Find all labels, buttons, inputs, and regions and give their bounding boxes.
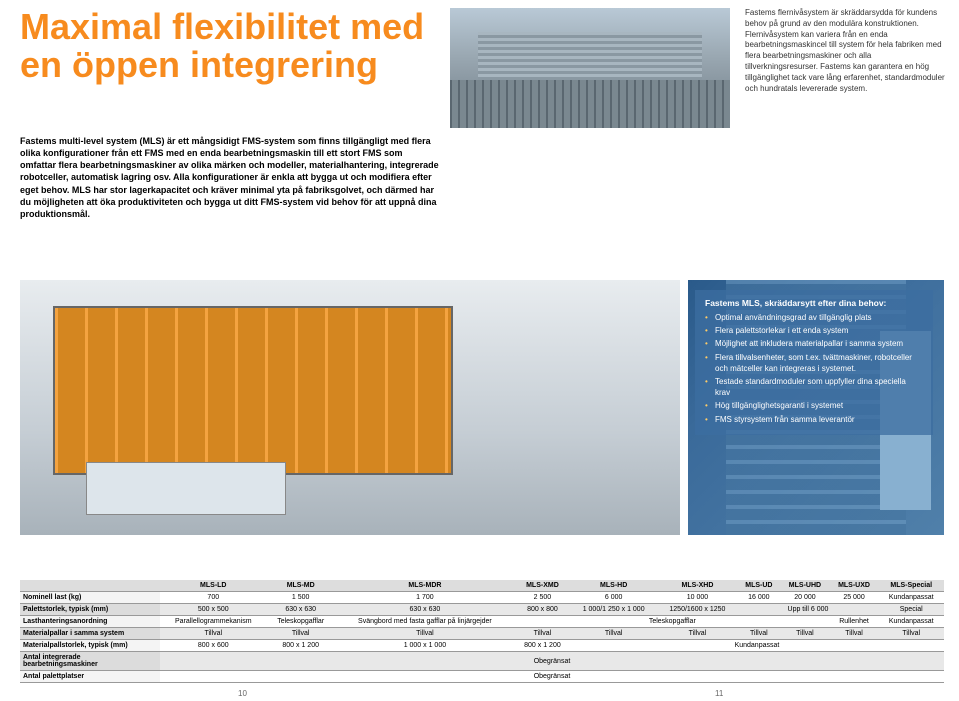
- side-paragraph: Fastems flernivåsystem är skräddarsydda …: [745, 8, 945, 94]
- table-cell: 1 700: [335, 592, 515, 604]
- info-box-list: Optimal användningsgrad av tillgänglig p…: [705, 312, 923, 425]
- table-cell: 10 000: [657, 592, 737, 604]
- table-cell: Tillval: [657, 628, 737, 640]
- info-box-item: Flera tillvalsenheter, som t.ex. tvättma…: [705, 352, 923, 374]
- info-box-item: Testade standardmoduler som uppfyller di…: [705, 376, 923, 398]
- info-box-item: FMS styrsystem från samma leverantör: [705, 414, 923, 425]
- table-row: Palettstorlek, typisk (mm)500 x 500630 x…: [20, 604, 944, 616]
- table-header-cell: MLS-XHD: [657, 580, 737, 592]
- table-row-label: Materialpallstorlek, typisk (mm): [20, 640, 160, 652]
- table-cell: Tillval: [737, 628, 780, 640]
- table-header-cell: MLS-UD: [737, 580, 780, 592]
- table-cell: 2 500: [515, 592, 570, 604]
- table-row-label: Palettstorlek, typisk (mm): [20, 604, 160, 616]
- top-section: Maximal flexibilitet med en öppen integr…: [0, 0, 959, 300]
- info-box-item: Flera palettstorlekar i ett enda system: [705, 325, 923, 336]
- table-cell: 800 x 600: [160, 640, 267, 652]
- table-header-cell: MLS-XMD: [515, 580, 570, 592]
- table-cell: Obegränsat: [160, 671, 944, 683]
- table-row-label: Materialpallar i samma system: [20, 628, 160, 640]
- mid-section: Fastems MLS, skräddarsytt efter dina beh…: [0, 280, 959, 540]
- headline-area: Maximal flexibilitet med en öppen integr…: [20, 8, 440, 84]
- table-row-label: Lasthanteringsanordning: [20, 616, 160, 628]
- table-cell: Special: [878, 604, 944, 616]
- table-header-cell: MLS-UXD: [830, 580, 879, 592]
- table-cell: 6 000: [570, 592, 658, 604]
- table-cell: Tillval: [267, 628, 335, 640]
- table-row: Materialpallstorlek, typisk (mm)800 x 60…: [20, 640, 944, 652]
- table-header-cell: MLS-Special: [878, 580, 944, 592]
- table-cell: Tillval: [780, 628, 829, 640]
- info-box-item: Optimal användningsgrad av tillgänglig p…: [705, 312, 923, 323]
- table-cell: 700: [160, 592, 267, 604]
- table-cell: Svängbord med fasta gafflar på linjärgej…: [335, 616, 515, 628]
- table-cell: 1 500: [267, 592, 335, 604]
- table-cell: Tillval: [515, 628, 570, 640]
- table-cell: 1250/1600 x 1250: [657, 604, 737, 616]
- intro-paragraph: Fastems multi-level system (MLS) är ett …: [20, 135, 440, 220]
- table-header-cell: MLS-LD: [160, 580, 267, 592]
- table-cell: Tillval: [830, 628, 879, 640]
- table-header-cell: [20, 580, 160, 592]
- table-cell: Teleskopgafflar: [515, 616, 830, 628]
- table-row: Nominell last (kg)7001 5001 7002 5006 00…: [20, 592, 944, 604]
- table-cell: Teleskopgafflar: [267, 616, 335, 628]
- table-body: Nominell last (kg)7001 5001 7002 5006 00…: [20, 592, 944, 683]
- table-row-label: Antal integrerade bearbetningsmaskiner: [20, 652, 160, 671]
- mls-render-image: [20, 280, 680, 535]
- table-cell: Kundanpassat: [878, 616, 944, 628]
- spec-table-wrap: MLS-LDMLS-MDMLS-MDRMLS-XMDMLS-HDMLS-XHDM…: [20, 580, 944, 683]
- table-cell: Tillval: [570, 628, 658, 640]
- info-box: Fastems MLS, skräddarsytt efter dina beh…: [695, 290, 933, 435]
- table-cell: Obegränsat: [160, 652, 944, 671]
- table-cell: 800 x 1 200: [515, 640, 570, 652]
- table-cell: 800 x 800: [515, 604, 570, 616]
- info-box-title: Fastems MLS, skräddarsytt efter dina beh…: [705, 298, 923, 308]
- table-cell: Kundanpassat: [878, 592, 944, 604]
- table-row: Materialpallar i samma systemTillvalTill…: [20, 628, 944, 640]
- table-cell: 1 000 x 1 000: [335, 640, 515, 652]
- info-box-item: Möjlighet att inkludera materialpallar i…: [705, 338, 923, 349]
- table-cell: Upp till 6 000: [737, 604, 878, 616]
- factory-photo: [450, 8, 730, 128]
- table-header-cell: MLS-UHD: [780, 580, 829, 592]
- table-cell: 25 000: [830, 592, 879, 604]
- page-number-right: 11: [715, 689, 723, 698]
- table-cell: Tillval: [160, 628, 267, 640]
- table-cell: 1 000/1 250 x 1 000: [570, 604, 658, 616]
- table-cell: Tillval: [878, 628, 944, 640]
- table-cell: Parallellogrammekanism: [160, 616, 267, 628]
- table-cell: Tillval: [335, 628, 515, 640]
- table-header-cell: MLS-HD: [570, 580, 658, 592]
- page-headline: Maximal flexibilitet med en öppen integr…: [20, 8, 440, 84]
- table-row-label: Antal palettplatser: [20, 671, 160, 683]
- table-header-cell: MLS-MDR: [335, 580, 515, 592]
- table-header-cell: MLS-MD: [267, 580, 335, 592]
- table-row: Antal integrerade bearbetningsmaskinerOb…: [20, 652, 944, 671]
- spec-table: MLS-LDMLS-MDMLS-MDRMLS-XMDMLS-HDMLS-XHDM…: [20, 580, 944, 683]
- table-cell: 800 x 1 200: [267, 640, 335, 652]
- page-number-left: 10: [238, 689, 247, 698]
- table-cell: 630 x 630: [335, 604, 515, 616]
- info-box-item: Hög tillgänglighetsgaranti i systemet: [705, 400, 923, 411]
- table-cell: 630 x 630: [267, 604, 335, 616]
- table-cell: Kundanpassat: [570, 640, 944, 652]
- table-cell: 16 000: [737, 592, 780, 604]
- table-cell: Rullenhet: [830, 616, 879, 628]
- table-cell: 500 x 500: [160, 604, 267, 616]
- table-row: LasthanteringsanordningParallellogrammek…: [20, 616, 944, 628]
- table-header-row: MLS-LDMLS-MDMLS-MDRMLS-XMDMLS-HDMLS-XHDM…: [20, 580, 944, 592]
- table-row: Antal palettplatserObegränsat: [20, 671, 944, 683]
- table-row-label: Nominell last (kg): [20, 592, 160, 604]
- table-cell: 20 000: [780, 592, 829, 604]
